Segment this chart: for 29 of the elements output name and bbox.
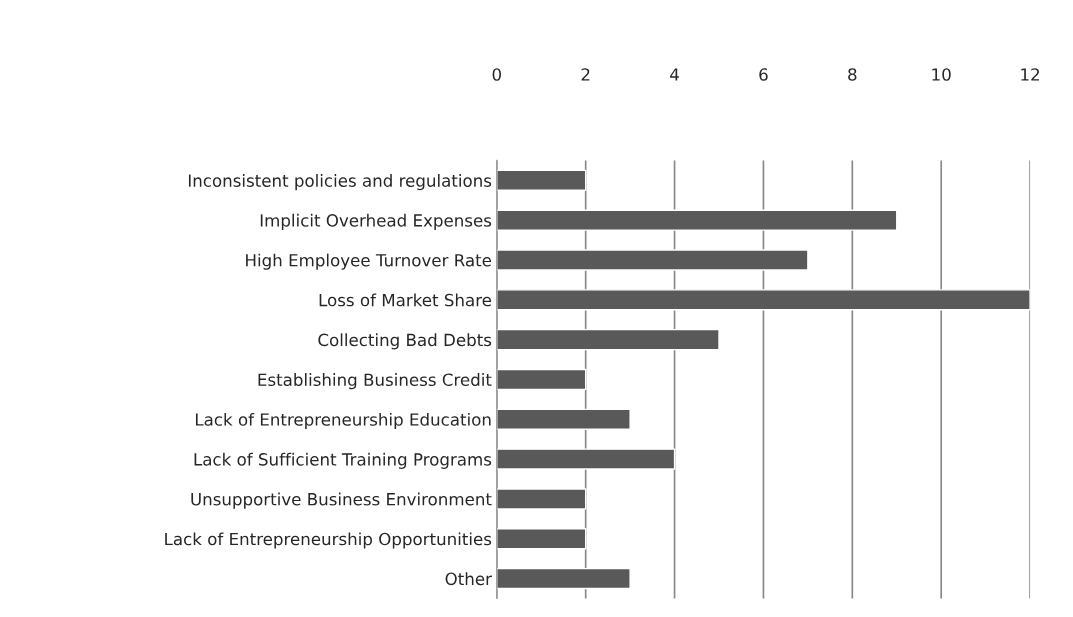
y-tick-label: Lack of Entrepreneurship Education [195, 412, 491, 430]
bar [496, 249, 809, 271]
bar [496, 328, 720, 351]
y-tick-label: Collecting Bad Debts [318, 333, 492, 350]
y-tick-label: Implicit Overhead Expenses [260, 213, 492, 230]
y-tick-label: Lack of Entrepreneurship Opportunities [165, 532, 492, 549]
y-tick-label: High Employee Turnover Rate [246, 253, 492, 270]
x-tick-label: 6 [759, 68, 768, 81]
x-tick-label: 8 [848, 68, 857, 81]
x-tick-label: 4 [670, 68, 679, 81]
x-tick-label: 2 [581, 68, 590, 81]
x-tick-label: 12 [1021, 68, 1040, 81]
bar [496, 528, 587, 550]
bar [496, 488, 587, 510]
y-tick-label: Inconsistent policies and regulations [188, 174, 492, 191]
bar [496, 408, 631, 430]
bar [496, 169, 587, 191]
y-tick-label: Unsupportive Business Environment [191, 492, 492, 509]
x-tick-label: 0 [492, 68, 501, 81]
bar [496, 368, 587, 391]
y-tick-label: Loss of Market Share [319, 293, 492, 307]
bar [496, 289, 1031, 311]
y-tick-label: Lack of Sufficient Training Programs [194, 452, 492, 469]
bar [496, 567, 631, 590]
bar [496, 448, 676, 470]
y-tick-label: Other [445, 572, 492, 586]
x-tick-label: 10 [932, 68, 951, 81]
y-tick-label: Establishing Business Credit [258, 373, 492, 390]
bar [496, 209, 898, 231]
